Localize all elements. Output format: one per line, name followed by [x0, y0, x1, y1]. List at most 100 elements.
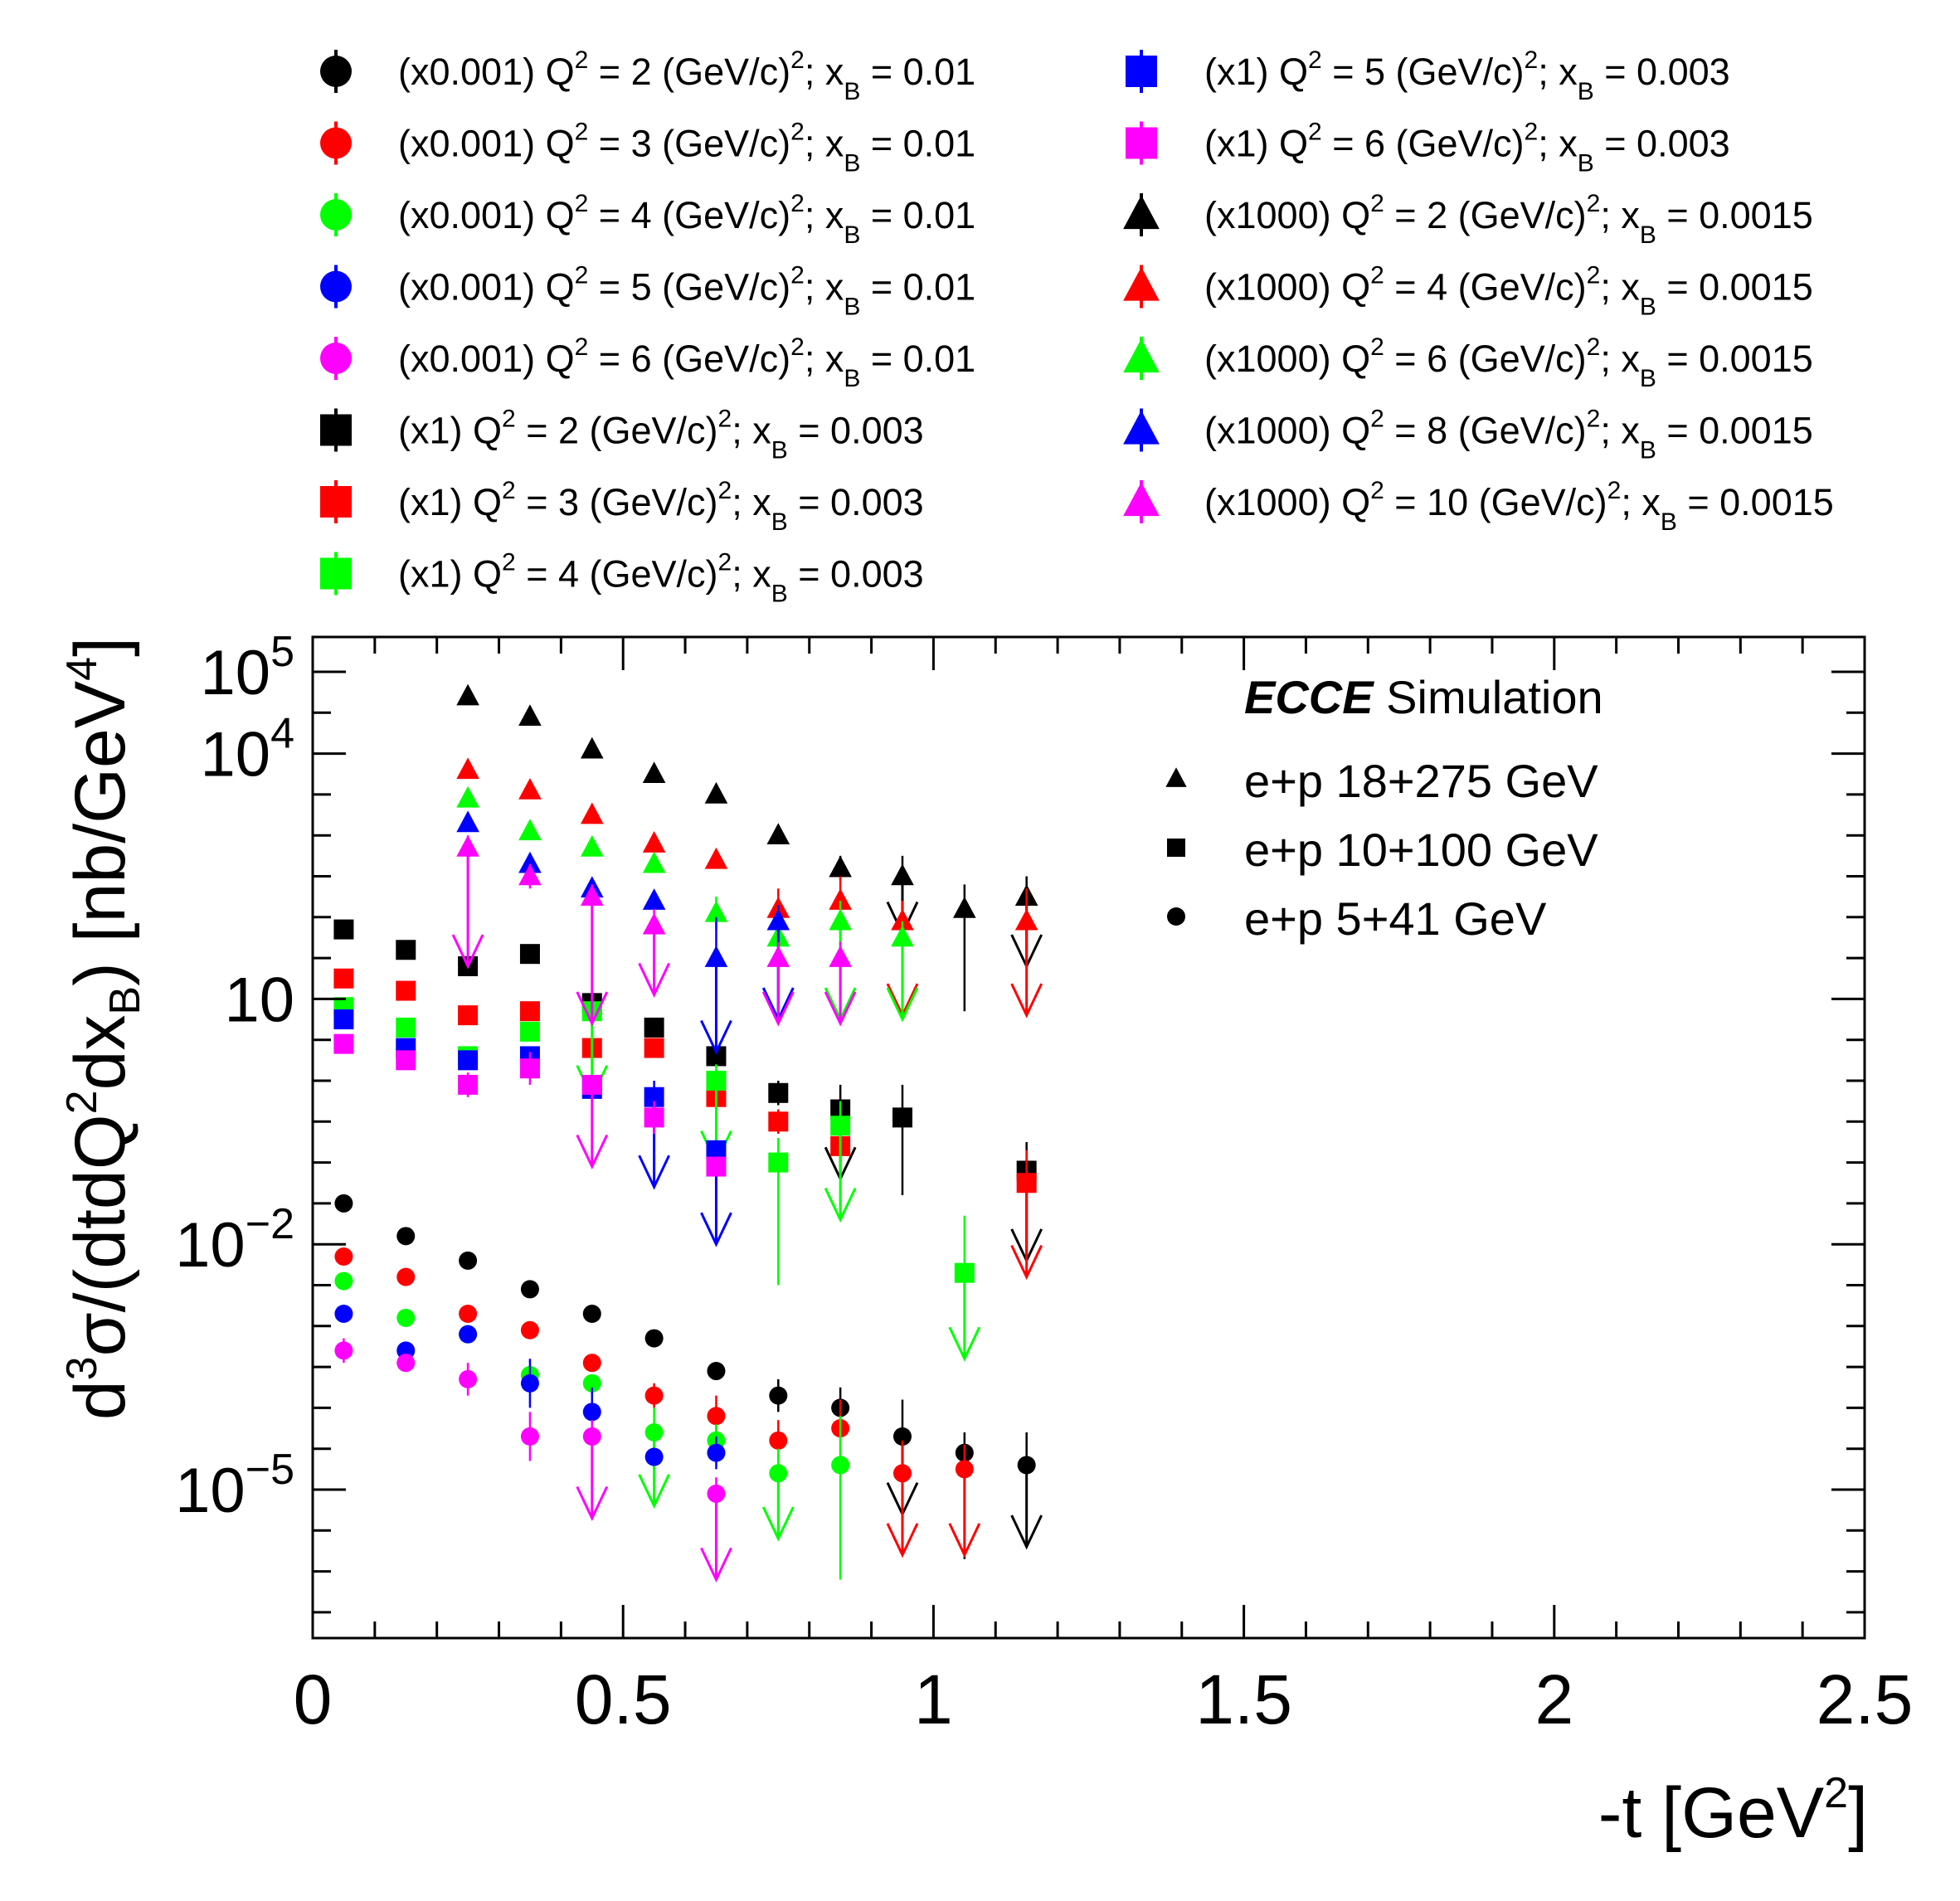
legend-eq: = 4 (GeV/c)	[516, 553, 718, 596]
data-point	[891, 925, 914, 947]
legend-sub: B	[771, 508, 788, 536]
data-point	[520, 1320, 539, 1339]
data-point	[580, 737, 604, 759]
legend-sup: 2	[1525, 46, 1539, 74]
data-point-group	[582, 1354, 601, 1373]
legend-sup: 2	[790, 333, 805, 361]
annotation-label: e+p 10+100 GeV	[1244, 824, 1598, 876]
legend-eq: = 6 (GeV/c)	[1322, 123, 1525, 165]
legend-entry: (x1) Q2 = 2 (GeV/c)2; xB = 0.003	[320, 406, 924, 464]
legend-entry: (x1000) Q2 = 6 (GeV/c)2; xB = 0.0015	[1123, 333, 1813, 392]
legend-label: (x0.001) Q2 = 2 (GeV/c)2; xB = 0.01	[398, 46, 975, 105]
legend-xb: = 0.0015	[1677, 481, 1834, 523]
legend-sub: B	[844, 78, 860, 105]
data-point	[953, 896, 976, 918]
legend-x: ; x	[732, 553, 771, 596]
data-point	[519, 1001, 540, 1022]
data-point	[644, 1017, 664, 1038]
y-tick-exponent: −5	[246, 1446, 294, 1494]
data-point-group	[456, 810, 479, 833]
upper-limit-arrow	[948, 1326, 981, 1362]
data-point	[396, 1017, 416, 1038]
upper-limit-arrow	[700, 1212, 732, 1247]
data-point-group	[519, 944, 540, 965]
legend-sup: 2	[1587, 406, 1601, 433]
legend-sub: B	[1578, 78, 1594, 105]
legend-sup: 2	[1370, 333, 1384, 361]
legend-prefix: (x1) Q	[398, 481, 502, 523]
data-point	[580, 884, 604, 906]
x-tick-label: 2	[1534, 1660, 1573, 1738]
legend-eq: = 6 (GeV/c)	[588, 338, 790, 380]
data-point-group	[824, 1101, 857, 1223]
plot-frame	[311, 635, 1866, 1640]
legend-sup: 2	[790, 46, 805, 74]
data-point-group	[520, 1280, 539, 1299]
legend-sup: 2	[575, 262, 589, 289]
data-point-group	[892, 1084, 912, 1196]
upper-limit-arrow	[1010, 1244, 1043, 1281]
data-point	[768, 1111, 789, 1132]
y-axis-title-sup: 4	[58, 657, 106, 681]
legend-xb: = 0.003	[1594, 123, 1730, 165]
data-point	[582, 1354, 601, 1373]
legend-eq: = 2 (GeV/c)	[588, 51, 790, 93]
upper-limit-arrow	[824, 991, 857, 1027]
data-point	[769, 1431, 788, 1450]
data-point-group	[519, 1021, 540, 1042]
data-point-group	[1010, 888, 1043, 1019]
data-point	[829, 946, 852, 967]
data-point	[706, 1071, 727, 1091]
legend-marker	[1123, 410, 1160, 445]
data-point	[459, 1305, 478, 1324]
data-point	[333, 1009, 354, 1030]
upper-limit-arrow	[886, 1523, 919, 1558]
legend-eq: = 5 (GeV/c)	[1322, 51, 1525, 93]
data-point-group	[458, 1050, 479, 1071]
legend-xb: = 0.0015	[1656, 338, 1813, 380]
data-point	[519, 944, 540, 965]
data-point-group	[642, 761, 666, 784]
legend-marker	[320, 557, 352, 590]
data-point	[459, 1251, 478, 1270]
data-point-group	[824, 941, 857, 1027]
legend-sup: 2	[1370, 477, 1384, 504]
data-point	[829, 855, 852, 878]
legend-entry: (x1000) Q2 = 2 (GeV/c)2; xB = 0.0015	[1123, 190, 1813, 249]
legend-sup: 2	[1525, 119, 1539, 146]
data-point-group	[886, 1440, 919, 1558]
legend-xb: = 0.0015	[1656, 410, 1813, 452]
legend-entry: (x0.001) Q2 = 3 (GeV/c)2; xB = 0.01	[320, 119, 975, 177]
legend-x: ; x	[805, 123, 844, 165]
legend-sup: 2	[1587, 262, 1601, 289]
legend-sup: 2	[718, 406, 732, 433]
legend-label: (x1000) Q2 = 4 (GeV/c)2; xB = 0.0015	[1204, 262, 1813, 321]
data-point-group	[582, 1305, 601, 1324]
data-point	[829, 908, 852, 931]
data-point	[518, 851, 542, 873]
legend-sup: 2	[790, 262, 805, 289]
legend-xb: = 0.01	[860, 123, 975, 165]
upper-limit-arrow	[638, 962, 670, 998]
data-point-group	[886, 921, 919, 1023]
legend-prefix: (x1) Q	[398, 410, 502, 452]
legend-entry: (x0.001) Q2 = 4 (GeV/c)2; xB = 0.01	[320, 190, 975, 249]
ecce-brand: ECCE	[1244, 671, 1374, 723]
data-point	[704, 900, 728, 922]
legend-entry: (x1000) Q2 = 8 (GeV/c)2; xB = 0.0015	[1123, 406, 1813, 464]
data-point-group	[706, 1156, 727, 1177]
y-axis-title-sub: B	[101, 986, 149, 1015]
legend-marker	[320, 414, 352, 446]
x-tick-label: 2.5	[1817, 1660, 1914, 1738]
y-tick-base: 10	[201, 638, 271, 708]
data-point	[518, 704, 542, 727]
legend-marker	[1126, 127, 1157, 159]
data-point-group	[520, 1320, 539, 1339]
legend-entry: (x0.001) Q2 = 6 (GeV/c)2; xB = 0.01	[320, 333, 975, 392]
y-axis-title-sup: 2	[58, 1090, 106, 1114]
legend-x: ; x	[1600, 410, 1640, 452]
legend-prefix: (x1000) Q	[1204, 481, 1370, 523]
data-point-group	[458, 1005, 479, 1026]
legend-marker	[320, 343, 352, 374]
